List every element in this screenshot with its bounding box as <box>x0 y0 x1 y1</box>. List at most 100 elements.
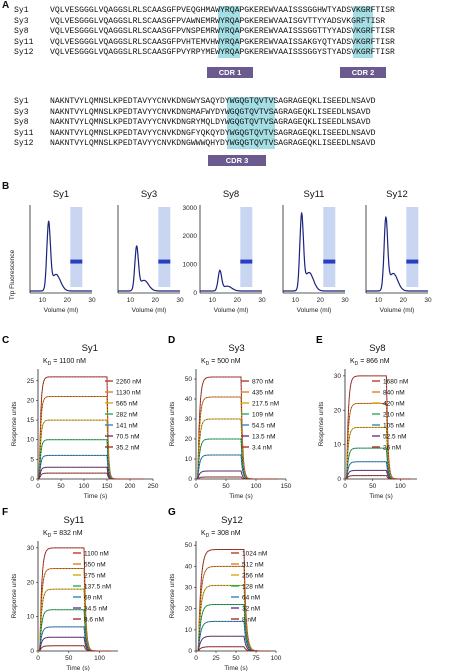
b-xtick: 30 <box>341 297 349 304</box>
legend-entry: 435 nM <box>252 390 274 397</box>
gel-strip <box>323 207 336 287</box>
ytick: 0 <box>188 476 192 483</box>
b-xtick: 30 <box>424 297 432 304</box>
ytick: 20 <box>185 436 193 443</box>
ytick: 10 <box>185 456 193 463</box>
legend-entry: 64 nM <box>242 595 260 602</box>
sequence-row: Sy8 NAKNTVYLQMNSLKPEDTAVYYCNVKDNGRYMQLDYW… <box>14 118 371 128</box>
sensorgram-trace <box>345 469 411 480</box>
sequence-row: Sy11 NAKNTVYLQMNSLKPEDTAVYYCNVKDNGFYQKQYD… <box>14 129 375 139</box>
sequence-row: Sy3 VQLVESGGGLVQAGGSLRLSCAASGFPVAWNEMRWYR… <box>14 17 385 27</box>
cdr3-bar: CDR 3 <box>208 155 266 166</box>
gel-strip <box>70 207 83 287</box>
b-plot-title: Sy1 <box>53 189 69 200</box>
legend-entry: 420 nM <box>383 401 405 408</box>
legend-entry: 69 nM <box>84 595 102 602</box>
b-trace <box>200 269 262 292</box>
legend-entry: 210 nM <box>383 412 405 419</box>
panel-b-label: B <box>2 181 10 192</box>
sequence-row: Sy1 NAKNTVYLQMNSLKPEDTAVYYCNVKDNGWYSAQYDY… <box>14 97 375 107</box>
legend-entry: 26 nM <box>383 445 401 452</box>
sequence-row: Sy1 VQLVESGGGLVQAGGSLRLSCAASGFPVEQGHMAWYR… <box>14 6 395 16</box>
legend-entry: 8.6 nM <box>84 617 104 624</box>
sequence-name: Sy3 <box>14 107 29 117</box>
sensorgram-trace <box>196 635 270 652</box>
sensorgram-trace <box>38 472 144 480</box>
sequence-name: Sy8 <box>14 27 29 36</box>
fit-trace <box>38 626 112 652</box>
b-xtick: 30 <box>258 297 266 304</box>
b-xlabel: Volume (ml) <box>380 307 415 314</box>
ytick: 20 <box>27 397 35 404</box>
kd-label: KD = 308 nM <box>201 530 241 539</box>
fit-trace <box>196 470 279 480</box>
sequence-text: NAKNTVYLQMNSLKPEDTAVYYCNVKDNGMAFWYDYWGQG… <box>50 107 371 117</box>
sequence-text: VQLVESGGGLVQAGGSLRLSCAASGFPVHTEMVHWYRQAP… <box>50 37 395 47</box>
xlabel: Time (s) <box>84 493 108 500</box>
b-trace <box>366 216 428 292</box>
panel-label: G <box>168 507 176 518</box>
sensorgram-trace <box>196 454 279 480</box>
spr-title: Sy1 <box>82 343 98 354</box>
sensorgram-trace <box>38 645 112 652</box>
ytick: 30 <box>27 545 35 552</box>
spr-title: Sy11 <box>64 515 85 526</box>
b-xtick: 30 <box>88 297 96 304</box>
b-trace <box>283 212 345 292</box>
b-xlabel: Volume (ml) <box>132 307 167 314</box>
ylabel: Response units <box>11 401 18 447</box>
fit-trace <box>345 447 411 480</box>
sequence-row: Sy3 NAKNTVYLQMNSLKPEDTAVYYCNVKDNGMAFWYDYW… <box>14 108 371 118</box>
sequence-text: VQLVESGGGLVQAGGSLRLSCAASGFPVNSPEMRWYRQAP… <box>50 27 395 36</box>
b-xtick: 20 <box>400 297 408 304</box>
sequence-row: Sy12 VQLVESGGGLVQAGGSLRLSCAASGFPVYRPYMEWY… <box>14 48 395 58</box>
sequence-name: Sy1 <box>14 97 29 106</box>
fit-trace <box>196 396 279 480</box>
legend-entry: 105 nM <box>383 423 405 430</box>
fit-trace <box>345 470 411 480</box>
sequence-text: NAKNTVYLQMNSLKPEDTAVYYCNVKDNGWWWQHYDYWGQ… <box>50 139 376 148</box>
fit-trace <box>196 376 279 480</box>
fit-trace <box>196 454 279 480</box>
fit-trace <box>38 466 144 480</box>
xlabel: Time (s) <box>66 665 90 671</box>
ytick: 30 <box>185 416 193 423</box>
b-xtick: 10 <box>39 297 47 304</box>
xtick: 50 <box>57 483 65 490</box>
sequence-name: Sy11 <box>14 37 34 47</box>
xtick: 50 <box>222 483 230 490</box>
fit-trace <box>345 475 411 480</box>
xtick: 0 <box>194 483 198 490</box>
sequence-row: Sy11 VQLVESGGGLVQAGGSLRLSCAASGFPVHTEMVHWY… <box>14 38 395 48</box>
sensorgram-trace <box>38 626 112 652</box>
b-xtick: 20 <box>234 297 242 304</box>
b-xtick: 10 <box>209 297 217 304</box>
fit-trace <box>196 549 270 652</box>
legend-entry: 34.5 nM <box>84 606 108 613</box>
ytick: 0 <box>30 648 34 655</box>
ytick: 30 <box>334 373 342 380</box>
legend-entry: 1130 nM <box>116 390 141 397</box>
b-trace <box>118 245 180 292</box>
ytick: 20 <box>185 606 193 613</box>
panel-label: C <box>2 335 9 346</box>
xtick: 25 <box>212 655 220 662</box>
xtick: 75 <box>252 655 260 662</box>
gel-band <box>70 259 83 264</box>
fit-trace <box>196 566 270 652</box>
xtick: 100 <box>395 483 406 490</box>
sensorgram-trace <box>38 636 112 652</box>
legend-entry: 3.4 nM <box>252 445 272 452</box>
sequence-text: NAKNTVYLQMNSLKPEDTAVYYCNVKDNGRYMQLDYWGQG… <box>50 118 371 127</box>
xtick: 150 <box>102 483 113 490</box>
legend-entry: 52.5 nM <box>383 434 407 441</box>
fit-trace <box>38 588 112 652</box>
b-xtick: 10 <box>292 297 300 304</box>
gel-band <box>323 259 336 264</box>
legend-entry: 275 nM <box>84 573 106 580</box>
b-plot-title: Sy11 <box>304 189 325 200</box>
xtick: 0 <box>36 655 40 662</box>
legend-entry: 70.5 nM <box>116 434 140 441</box>
ytick: 40 <box>185 563 193 570</box>
